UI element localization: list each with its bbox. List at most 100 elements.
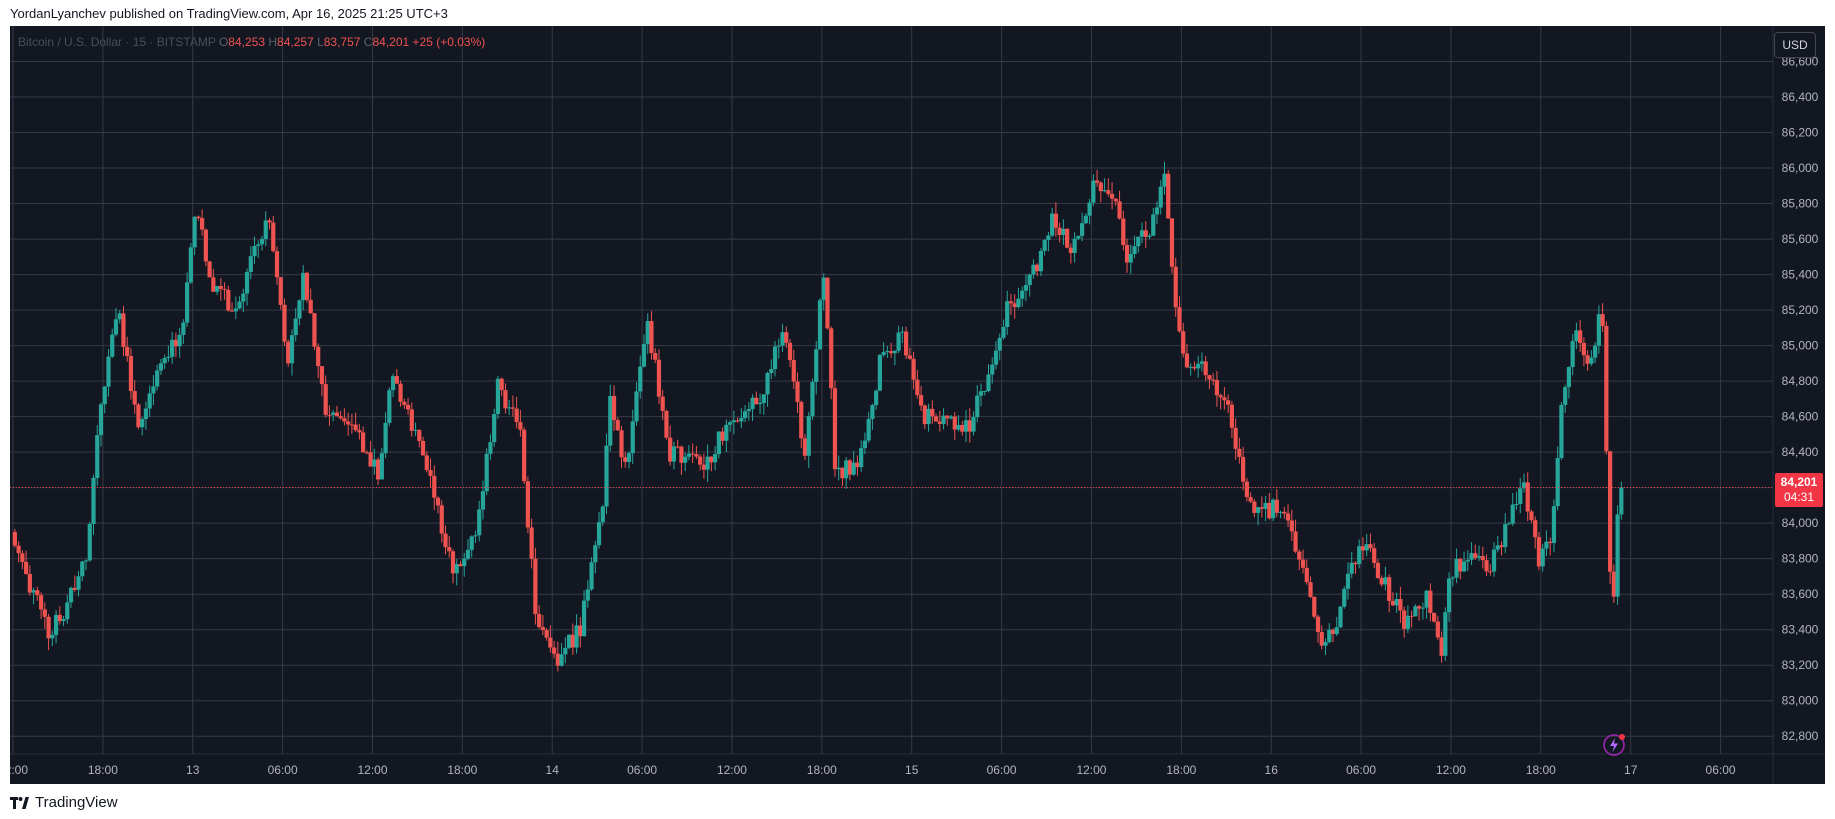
candlestick-chart[interactable]: 82,800 83,000 83,200 83,400 83,600 83,800 84,0…: [10, 26, 1825, 784]
candle-body: [1106, 190, 1111, 194]
candle-body: [214, 286, 220, 292]
candle-body: [608, 395, 613, 446]
candle: [143, 401, 149, 430]
candle: [1278, 510, 1283, 519]
candle: [57, 606, 62, 625]
candle: [477, 500, 482, 542]
candle-body: [847, 460, 853, 475]
candle-body: [117, 313, 122, 320]
candle-body: [1087, 202, 1092, 216]
candle: [342, 408, 347, 426]
candle-body: [1207, 375, 1212, 380]
candle: [971, 411, 976, 436]
candle-body: [435, 497, 441, 506]
candle: [376, 457, 381, 485]
y-tick-label: 86,400: [1782, 90, 1819, 104]
candle-body: [1424, 590, 1429, 608]
candle-body: [713, 454, 718, 463]
candle: [1196, 355, 1201, 378]
candle-body: [147, 393, 152, 409]
candle: [185, 272, 190, 327]
legend-symbol[interactable]: Bitcoin / U.S. Dollar · 15 · BITSTAMP: [18, 35, 216, 49]
chart-panel[interactable]: 82,800 83,000 83,200 83,400 83,600 83,800 84,0…: [10, 26, 1825, 784]
candle: [862, 432, 868, 455]
candle-body: [1094, 180, 1100, 183]
candle: [98, 402, 104, 447]
footer-brand[interactable]: TradingView: [10, 794, 118, 811]
candle-body: [566, 634, 572, 648]
candle: [248, 246, 253, 280]
candle: [1061, 219, 1066, 246]
candle: [1065, 228, 1070, 249]
candle-body: [372, 459, 377, 467]
bar-countdown: 04:31: [1783, 490, 1815, 505]
candle: [402, 398, 407, 409]
candle-body: [1132, 246, 1137, 254]
x-tick-label: 12:00: [717, 763, 747, 777]
candle: [694, 445, 699, 460]
candle: [1211, 373, 1216, 386]
candle-body: [817, 300, 823, 350]
candle-body: [761, 394, 766, 403]
candle: [915, 369, 920, 399]
candle: [1533, 516, 1538, 549]
candle-body: [1574, 330, 1579, 342]
candle-body: [585, 589, 590, 601]
candle-body: [80, 561, 85, 577]
currency-button[interactable]: USD: [1774, 32, 1816, 58]
candle: [675, 439, 680, 449]
candle: [192, 216, 197, 256]
candle: [814, 340, 819, 395]
candle: [926, 403, 931, 432]
candle: [439, 500, 444, 543]
candle: [761, 394, 766, 415]
candle: [364, 450, 369, 455]
candle: [881, 342, 886, 358]
candle-body: [110, 334, 115, 357]
candle: [417, 429, 422, 448]
candle: [1446, 572, 1452, 622]
candle: [1184, 344, 1190, 369]
candle: [997, 333, 1002, 361]
candle: [390, 373, 396, 398]
candle: [462, 552, 467, 577]
candle: [922, 404, 927, 429]
candle-body: [1109, 193, 1115, 199]
candle-body: [226, 289, 231, 311]
candle-body: [286, 341, 291, 364]
y-tick-label: 86,200: [1782, 126, 1819, 140]
candle-body: [1349, 562, 1354, 574]
candle-body: [1529, 511, 1534, 521]
candle: [1270, 498, 1276, 522]
candle: [278, 276, 283, 310]
candle: [1476, 545, 1482, 561]
candle-body: [1514, 503, 1519, 505]
candle: [1600, 303, 1605, 333]
candle: [297, 299, 302, 326]
candle-body: [1158, 186, 1163, 208]
candle: [518, 409, 523, 437]
candle: [222, 282, 227, 300]
candle-body: [203, 229, 208, 262]
candle: [975, 385, 980, 423]
candle-body: [319, 366, 325, 385]
candle: [555, 641, 560, 672]
candle-body: [574, 625, 579, 648]
candle: [1012, 294, 1017, 319]
candle-body: [1061, 228, 1066, 235]
candle-body: [1038, 250, 1044, 272]
legend-low: 83,757: [323, 35, 361, 49]
candle-body: [1551, 506, 1557, 544]
lightning-replay-icon[interactable]: [1601, 732, 1627, 758]
candle-body: [540, 627, 545, 631]
candle-body: [1181, 331, 1186, 354]
candle-body: [1008, 301, 1014, 304]
candle-body: [1454, 558, 1459, 578]
candle-body: [675, 446, 680, 448]
candle-body: [750, 397, 755, 410]
candle-body: [334, 412, 340, 417]
candle-body: [1559, 404, 1564, 458]
y-axis[interactable]: 82,800 83,000 83,200 83,400 83,600 83,800 84,0…: [1782, 55, 1819, 744]
x-axis[interactable]: 12:00 18:00 13 06:00 12:00 18:00 14 06:00 12:00 1…: [10, 763, 1736, 777]
candle-body: [840, 467, 845, 479]
